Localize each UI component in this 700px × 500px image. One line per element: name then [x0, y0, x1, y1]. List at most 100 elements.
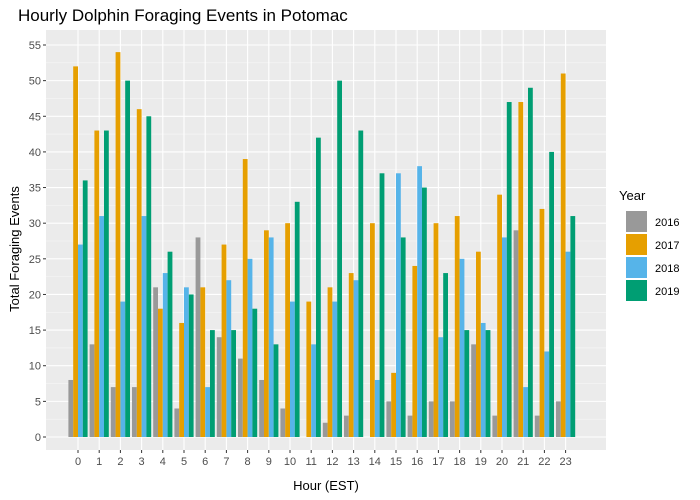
bar-2016-hour-20 — [492, 415, 498, 437]
bar-2017-hour-13 — [348, 273, 354, 437]
bar-2019-hour-6 — [210, 330, 215, 437]
bar-2018-hour-23 — [565, 251, 571, 437]
x-tick-label: 1 — [96, 456, 102, 468]
bar-2016-hour-21 — [513, 230, 519, 437]
y-tick-label: 30 — [29, 218, 41, 230]
legend-key-2019 — [626, 280, 647, 301]
bar-2016-hour-8 — [238, 358, 243, 437]
bar-2017-hour-3 — [136, 109, 142, 438]
x-tick-label: 3 — [139, 456, 145, 468]
bar-2017-hour-4 — [158, 308, 163, 437]
bar-2017-hour-2 — [115, 52, 121, 438]
x-tick-label: 16 — [411, 456, 423, 468]
y-tick-label: 35 — [29, 183, 41, 195]
bar-2018-hour-1 — [99, 216, 104, 437]
x-tick-label: 19 — [475, 456, 487, 468]
y-tick-label: 10 — [29, 361, 41, 373]
bar-2019-hour-9 — [273, 344, 279, 437]
bar-2016-hour-22 — [534, 415, 540, 437]
bar-2018-hour-14 — [374, 379, 380, 437]
bar-2016-hour-23 — [556, 401, 561, 437]
bar-2016-hour-16 — [407, 415, 413, 437]
bar-2018-hour-7 — [226, 280, 232, 437]
bar-2019-hour-3 — [146, 116, 152, 437]
x-tick-label: 11 — [305, 456, 316, 468]
bar-2019-hour-2 — [125, 80, 130, 438]
legend-label-2019: 2019 — [655, 286, 679, 298]
bar-2017-hour-10 — [285, 223, 290, 437]
bar-2018-hour-2 — [120, 301, 126, 437]
bar-2016-hour-3 — [132, 387, 137, 437]
legend-key-2016 — [626, 211, 647, 232]
bar-2016-hour-2 — [110, 387, 116, 437]
x-axis-title: Hour (EST) — [293, 478, 359, 493]
bar-2018-hour-11 — [311, 344, 316, 437]
x-tick-label: 15 — [390, 456, 402, 468]
x-tick-label: 21 — [517, 456, 529, 468]
bar-2018-hour-15 — [396, 173, 401, 438]
x-tick-label: 9 — [266, 456, 272, 468]
y-tick-label: 15 — [29, 325, 41, 337]
bar-2017-hour-0 — [73, 66, 78, 437]
bar-2018-hour-21 — [523, 387, 528, 437]
bar-2017-hour-19 — [476, 251, 481, 437]
bar-2019-hour-15 — [400, 237, 406, 437]
bar-2018-hour-18 — [459, 258, 465, 437]
legend: Year 2016 2017 2018 2019 — [619, 188, 679, 301]
y-tick-label: 55 — [29, 40, 41, 52]
legend-label-2016: 2016 — [655, 217, 679, 229]
bar-2018-hour-5 — [184, 287, 189, 437]
bar-2017-hour-12 — [327, 287, 333, 437]
bar-2017-hour-5 — [179, 322, 184, 437]
bar-2018-hour-22 — [544, 351, 550, 437]
bar-2016-hour-0 — [68, 379, 74, 437]
bar-2019-hour-22 — [549, 151, 554, 437]
legend-key-2017 — [626, 234, 647, 255]
bar-2019-hour-23 — [570, 216, 576, 437]
x-tick-label: 14 — [369, 456, 381, 468]
x-tick-label: 20 — [496, 456, 508, 468]
legend-label-2018: 2018 — [655, 263, 679, 275]
legend-label-2017: 2017 — [655, 240, 679, 252]
bar-2016-hour-15 — [386, 401, 392, 437]
bar-2017-hour-23 — [560, 73, 566, 437]
y-tick-label: 40 — [29, 147, 41, 159]
bar-2017-hour-6 — [200, 287, 206, 437]
bar-2018-hour-10 — [290, 301, 295, 437]
bar-2016-hour-6 — [195, 237, 201, 437]
bar-2018-hour-16 — [417, 166, 422, 437]
bar-2017-hour-16 — [412, 265, 418, 437]
y-axis-title: Total Foraging Events — [7, 186, 22, 312]
bar-2018-hour-0 — [78, 244, 83, 437]
bar-2017-hour-15 — [391, 372, 396, 437]
x-tick-label: 17 — [432, 456, 444, 468]
bar-2018-hour-12 — [332, 301, 338, 437]
bar-2019-hour-5 — [188, 294, 194, 437]
bar-2019-hour-0 — [82, 180, 88, 437]
bar-2019-hour-1 — [104, 130, 109, 437]
x-tick-label: 10 — [284, 456, 296, 468]
x-tick-label: 22 — [538, 456, 550, 468]
x-tick-label: 8 — [245, 456, 251, 468]
bar-2018-hour-19 — [480, 322, 486, 437]
bar-2017-hour-9 — [264, 230, 269, 437]
bar-2017-hour-7 — [221, 244, 227, 437]
bar-2017-hour-8 — [242, 159, 248, 437]
bar-2019-hour-20 — [506, 102, 512, 437]
bar-2016-hour-4 — [153, 287, 158, 437]
x-tick-label: 0 — [75, 456, 81, 468]
bar-2019-hour-10 — [294, 201, 300, 437]
bar-2016-hour-17 — [428, 401, 434, 437]
bar-2016-hour-18 — [450, 401, 455, 437]
bar-2019-hour-17 — [443, 273, 448, 437]
x-tick-label: 13 — [347, 456, 359, 468]
y-tick-label: 25 — [29, 254, 41, 266]
bar-2018-hour-13 — [353, 280, 359, 437]
x-tick-label: 12 — [326, 456, 338, 468]
y-tick-label: 5 — [35, 396, 41, 408]
bar-2017-hour-22 — [539, 208, 545, 437]
y-tick-label: 20 — [29, 289, 41, 301]
x-tick-label: 6 — [202, 456, 208, 468]
bar-2018-hour-6 — [205, 387, 210, 437]
